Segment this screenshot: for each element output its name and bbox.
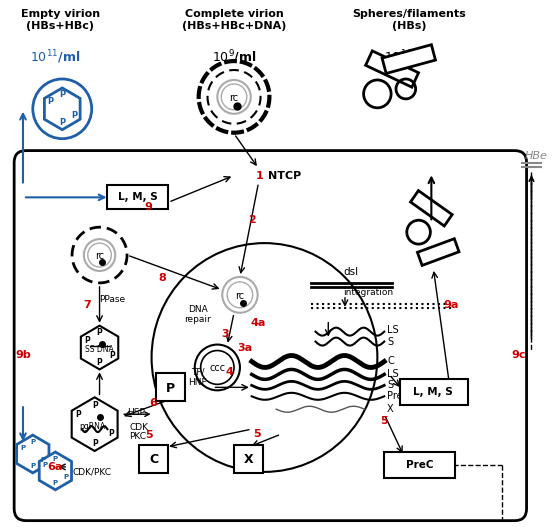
- Polygon shape: [382, 45, 435, 73]
- Text: 6: 6: [150, 398, 158, 408]
- Text: Empty virion
(HBs+HBc): Empty virion (HBs+HBc): [20, 9, 100, 31]
- Text: 1: 1: [255, 171, 263, 181]
- Text: PPase: PPase: [100, 295, 126, 304]
- Circle shape: [195, 345, 240, 391]
- Text: X: X: [387, 404, 394, 414]
- FancyBboxPatch shape: [139, 445, 168, 473]
- Text: CDK/PKC: CDK/PKC: [72, 467, 111, 476]
- Text: P: P: [108, 429, 114, 438]
- Text: P: P: [30, 463, 35, 469]
- Polygon shape: [418, 239, 459, 266]
- Text: 5: 5: [145, 430, 153, 440]
- FancyBboxPatch shape: [234, 445, 263, 473]
- Text: HSP: HSP: [127, 408, 145, 417]
- Text: 6a: 6a: [48, 462, 63, 472]
- Text: P: P: [97, 328, 102, 337]
- Text: PreC: PreC: [406, 460, 434, 470]
- FancyBboxPatch shape: [384, 452, 455, 478]
- Text: P: P: [20, 445, 25, 451]
- Text: P: P: [166, 382, 175, 395]
- Text: Complete virion
(HBs+HBc+DNA): Complete virion (HBs+HBc+DNA): [182, 9, 286, 31]
- Text: P: P: [30, 439, 35, 445]
- Text: TF/
HNF: TF/ HNF: [189, 368, 207, 387]
- Text: P: P: [84, 336, 90, 345]
- Text: 4: 4: [225, 367, 233, 377]
- Text: LS: LS: [387, 325, 399, 335]
- Text: $10^{11}$/ml: $10^{11}$/ml: [30, 48, 81, 66]
- Text: S: S: [387, 337, 393, 347]
- Text: 3a: 3a: [237, 343, 252, 353]
- Text: 3: 3: [221, 329, 229, 339]
- Text: 9c: 9c: [512, 349, 526, 359]
- Text: P: P: [92, 401, 97, 410]
- Text: LS: LS: [387, 369, 399, 379]
- Text: 2: 2: [248, 215, 255, 225]
- Text: P: P: [92, 438, 97, 447]
- Text: 5: 5: [380, 416, 388, 426]
- Text: rc: rc: [229, 93, 238, 103]
- Text: P: P: [43, 462, 48, 468]
- FancyBboxPatch shape: [155, 374, 185, 401]
- Text: P: P: [48, 97, 54, 106]
- Polygon shape: [366, 51, 419, 87]
- Text: L, M, S: L, M, S: [118, 192, 158, 202]
- Text: 7: 7: [83, 300, 91, 310]
- Polygon shape: [39, 452, 71, 490]
- Text: DNA
repair: DNA repair: [184, 305, 211, 325]
- Text: P: P: [53, 456, 58, 462]
- Polygon shape: [81, 326, 118, 369]
- Text: P: P: [76, 410, 81, 419]
- Text: pgRNA: pgRNA: [80, 422, 106, 431]
- Text: NTCP: NTCP: [268, 171, 301, 181]
- Text: P: P: [53, 480, 58, 486]
- Text: C: C: [387, 356, 394, 366]
- Text: P: P: [59, 91, 65, 100]
- Text: P: P: [59, 118, 65, 127]
- Text: L, M, S: L, M, S: [414, 387, 453, 397]
- Text: 8: 8: [159, 273, 166, 283]
- Text: PKC: PKC: [129, 432, 146, 441]
- Text: dsl: dsl: [343, 267, 358, 277]
- Text: rc: rc: [236, 291, 244, 301]
- Text: 9: 9: [145, 202, 153, 212]
- Text: 9b: 9b: [15, 349, 31, 359]
- Text: P: P: [71, 111, 77, 120]
- Text: integration: integration: [343, 288, 393, 297]
- FancyBboxPatch shape: [400, 379, 468, 405]
- Text: rc: rc: [95, 251, 104, 261]
- Text: S: S: [387, 380, 393, 391]
- Text: $10^{14}$/ml: $10^{14}$/ml: [384, 48, 434, 66]
- Polygon shape: [17, 435, 49, 473]
- Text: 4a: 4a: [251, 318, 266, 328]
- Text: P: P: [97, 358, 102, 367]
- Text: P: P: [109, 350, 115, 359]
- Text: SS DNA: SS DNA: [85, 345, 114, 354]
- FancyBboxPatch shape: [107, 186, 168, 209]
- Text: CDK: CDK: [129, 423, 148, 432]
- Text: P: P: [40, 457, 45, 463]
- Polygon shape: [44, 88, 80, 130]
- Text: ccc: ccc: [209, 364, 226, 374]
- Text: X: X: [244, 453, 254, 466]
- Text: 5: 5: [253, 429, 260, 439]
- Polygon shape: [72, 397, 118, 451]
- Text: $10^{9}$/ml: $10^{9}$/ml: [212, 48, 257, 66]
- Text: P: P: [63, 474, 68, 480]
- Polygon shape: [410, 191, 452, 226]
- Text: HBe: HBe: [525, 151, 547, 161]
- Text: C: C: [149, 453, 158, 466]
- Text: 9a: 9a: [444, 300, 458, 310]
- FancyBboxPatch shape: [14, 151, 526, 521]
- Text: PreC: PreC: [387, 391, 410, 401]
- Text: Spheres/filaments
(HBs): Spheres/filaments (HBs): [352, 9, 466, 31]
